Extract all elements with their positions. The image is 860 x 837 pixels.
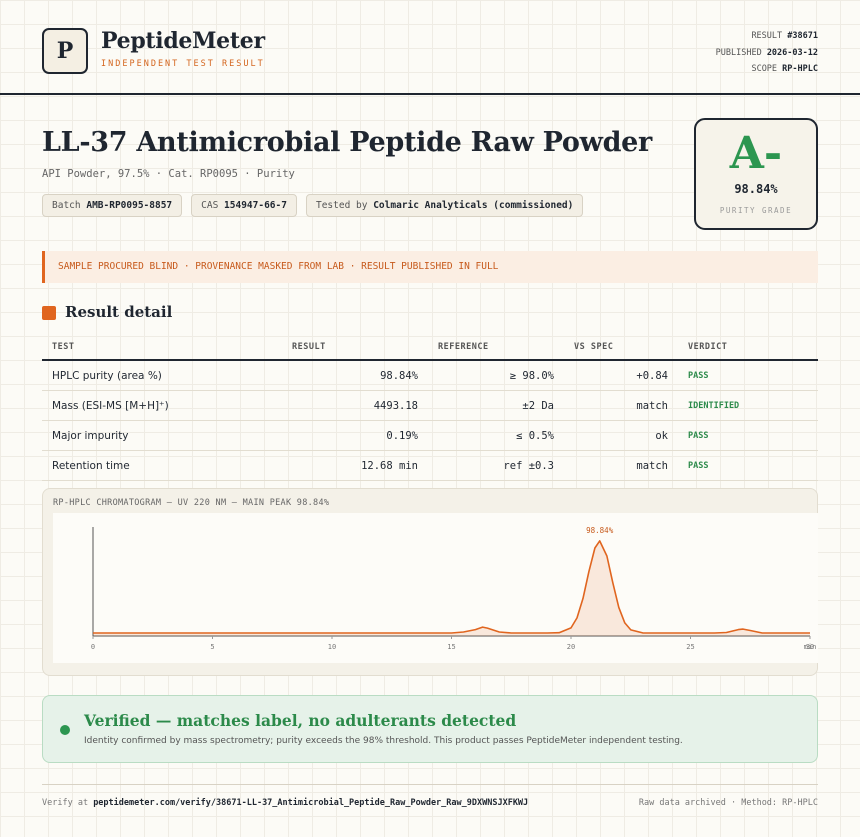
chip-label: Tested by [315,200,368,211]
verdict-cell: PASS [678,450,818,481]
area [93,540,810,636]
verdict-cell: PASS [678,420,818,451]
column-header: VERDICT [678,334,818,361]
peak-annotation: 98.84% [586,526,614,535]
table-row: Retention time 12.68 min ref ±0.3 match PASS [42,450,818,481]
table-cell: ±2 Da [428,390,564,421]
column-header: TEST [42,334,282,361]
meta-row: PUBLISHED 2026-03-12 [716,45,818,62]
table-body: HPLC purity (area %) 98.84% ≥ 98.0% +0.84 PA… [42,360,818,481]
verdict-text: Identity confirmed by mass spectrometry;… [84,736,683,746]
header-rule [0,93,860,95]
table-cell: HPLC purity (area %) [42,360,282,391]
x-tick-label: 20 [567,643,575,651]
chip-label: CAS [201,200,219,211]
table-cell: match [564,450,678,481]
x-tick-label: 5 [210,643,214,651]
verdict-box [42,695,818,763]
table-cell: ≥ 98.0% [428,360,564,391]
x-tick-label: 15 [447,643,455,651]
chip-value: Colmaric Analyticals (commissioned) [373,200,574,211]
table-row: Mass (ESI-MS [M+H]⁺) 4493.18 ±2 Da match IDE… [42,390,818,421]
chip-value: AMB-RP0095-8857 [86,200,173,211]
table-cell: 12.68 min [282,450,428,481]
grade-letter: A- [729,128,783,179]
column-header: REFERENCE [428,334,564,361]
meta-value: #38671 [787,31,818,41]
product-subtitle: API Powder, 97.5% · Cat. RP0095 · Purity [42,168,295,180]
table-cell: +0.84 [564,360,678,391]
meta-value: 2026-03-12 [766,47,818,58]
x-tick-label: 30 [806,643,814,651]
product-title: LL-37 Antimicrobial Peptide Raw Powder [42,127,652,158]
table-row: HPLC purity (area %) 98.84% ≥ 98.0% +0.84 PA… [42,360,818,391]
table-cell: match [564,390,678,421]
chips: Batch AMB-RP0095-8857 CAS 154947-66-7 Test… [42,194,584,217]
x-tick-label: 25 [686,643,694,651]
column-header: RESULT [282,334,428,361]
verdict-icon [60,725,70,735]
meta-label: PUBLISHED [715,47,762,58]
result-meta: RESULT #38671 PUBLISHED 2026-03-12 SCOPE R… [716,28,818,78]
table-cell: 0.19% [282,420,428,451]
column-header: VS SPEC [564,334,678,361]
x-axis-label: min [804,643,817,651]
table-row: Major impurity 0.19% ≤ 0.5% ok PASS [42,420,818,451]
table-cell: Mass (ESI-MS [M+H]⁺) [42,390,282,421]
verify-line: Verify at peptidemeter.com/verify/38671-… [42,798,528,808]
table-cell: 98.84% [282,360,428,391]
verdict-cell: IDENTIFIED [678,390,818,421]
tagline: INDEPENDENT TEST RESULT [101,59,265,69]
verify-prefix: Verify at [42,798,89,808]
section-title: Result detail [65,303,173,321]
footer-note: Raw data archived · Method: RP-HPLC [638,798,818,808]
table-cell: 4493.18 [282,390,428,421]
brand: PeptideMeter [101,28,265,54]
grade-value: 98.84% [734,182,778,196]
verdict-cell: PASS [678,360,818,391]
table-cell: Major impurity [42,420,282,451]
meta-row: SCOPE RP-HPLC [716,61,818,78]
line [93,540,810,634]
table-cell: ref ±0.3 [428,450,564,481]
chart-title: RP-HPLC CHROMATOGRAM — UV 220 NM — MAIN … [53,498,330,508]
meta-value: RP-HPLC [782,64,818,74]
grade-card: A- 98.84% PURITY GRADE [694,118,818,230]
chip-label: Batch [52,200,81,211]
chip: CAS 154947-66-7 [191,194,297,217]
verdict-title: Verified — matches label, no adulterants… [84,711,517,730]
footer-rule [42,784,818,785]
verify-url[interactable]: peptidemeter.com/verify/38671-LL-37_Anti… [93,798,529,808]
section-marker [42,306,56,320]
table-header: TEST RESULT REFERENCE VS SPEC VERDICT [42,334,818,361]
logo: P [42,28,88,74]
chip: Tested by Colmaric Analyticals (commissi… [305,194,584,217]
meta-label: RESULT [751,31,783,41]
x-tick-label: 10 [328,643,336,651]
chip-value: 154947-66-7 [224,200,287,211]
table-cell: ≤ 0.5% [428,420,564,451]
table-cell: ok [564,420,678,451]
chip: Batch AMB-RP0095-8857 [42,194,183,217]
result-table: TEST RESULT REFERENCE VS SPEC VERDICT HPLC p… [42,334,818,481]
x-tick-label: 0 [91,643,95,651]
meta-label: SCOPE [751,64,778,74]
meta-row: RESULT #38671 [716,28,818,45]
table-cell: Retention time [42,450,282,481]
grade-label: PURITY GRADE [719,206,793,215]
notice: SAMPLE PROCURED BLIND · PROVENANCE MASKE… [42,251,818,283]
